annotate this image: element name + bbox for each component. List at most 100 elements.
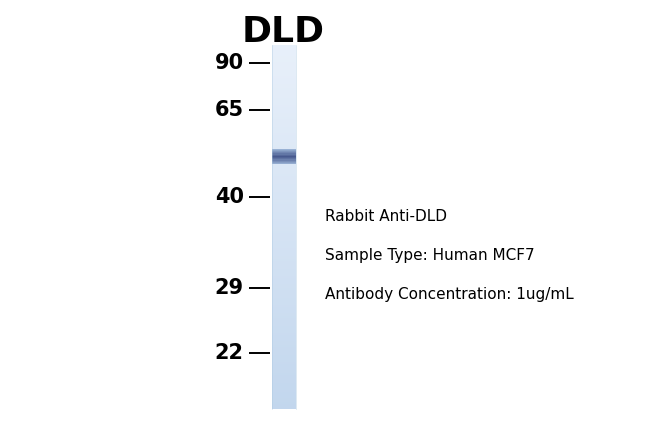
- Bar: [272, 188, 296, 190]
- Bar: [272, 172, 296, 174]
- Bar: [272, 249, 296, 250]
- Bar: [272, 52, 296, 54]
- Bar: [272, 380, 296, 381]
- Bar: [272, 77, 296, 78]
- Bar: [272, 398, 296, 400]
- Bar: [272, 403, 296, 404]
- Bar: [272, 364, 296, 365]
- Bar: [272, 362, 296, 363]
- Bar: [272, 69, 296, 71]
- Bar: [272, 226, 296, 227]
- Bar: [272, 244, 296, 246]
- Bar: [272, 388, 296, 390]
- Bar: [272, 124, 296, 126]
- Bar: [272, 320, 296, 322]
- Bar: [272, 210, 296, 212]
- Bar: [272, 271, 296, 272]
- Bar: [272, 184, 296, 186]
- Bar: [272, 404, 296, 406]
- Bar: [272, 289, 296, 291]
- Bar: [272, 307, 296, 309]
- Bar: [272, 387, 296, 388]
- Bar: [272, 153, 296, 155]
- Bar: [272, 145, 296, 147]
- Bar: [272, 360, 296, 362]
- Bar: [272, 120, 296, 122]
- Bar: [272, 109, 296, 111]
- Bar: [272, 401, 296, 403]
- Bar: [272, 81, 296, 83]
- Bar: [272, 46, 296, 48]
- Bar: [272, 60, 296, 61]
- Bar: [272, 290, 296, 291]
- Bar: [272, 136, 296, 138]
- Bar: [272, 209, 296, 210]
- Bar: [272, 145, 296, 146]
- Bar: [272, 337, 296, 339]
- Bar: [272, 191, 296, 192]
- Bar: [272, 267, 296, 268]
- Bar: [272, 242, 296, 243]
- Bar: [272, 301, 296, 303]
- Bar: [272, 256, 296, 258]
- Bar: [272, 342, 296, 344]
- Bar: [272, 186, 296, 187]
- Bar: [272, 382, 296, 384]
- Bar: [272, 281, 296, 283]
- Bar: [272, 107, 296, 109]
- Bar: [272, 325, 296, 327]
- Bar: [272, 279, 296, 281]
- Bar: [272, 343, 296, 345]
- Bar: [272, 326, 296, 328]
- Bar: [272, 178, 296, 180]
- Bar: [272, 284, 296, 285]
- Bar: [272, 335, 296, 336]
- Bar: [272, 300, 296, 301]
- Bar: [272, 194, 296, 196]
- Bar: [272, 165, 296, 167]
- Bar: [272, 90, 296, 91]
- Text: 22: 22: [214, 343, 244, 363]
- Bar: [272, 381, 296, 382]
- Bar: [272, 306, 296, 307]
- Bar: [272, 112, 296, 113]
- Bar: [272, 329, 296, 330]
- Bar: [272, 346, 296, 347]
- Bar: [272, 248, 296, 249]
- Bar: [272, 106, 296, 107]
- Bar: [272, 310, 296, 312]
- Bar: [272, 115, 296, 117]
- Bar: [272, 168, 296, 169]
- Bar: [272, 187, 296, 188]
- Bar: [272, 331, 296, 333]
- Bar: [272, 181, 296, 182]
- Bar: [272, 200, 296, 202]
- Bar: [272, 303, 296, 305]
- Bar: [272, 333, 296, 335]
- Bar: [272, 227, 296, 229]
- Bar: [272, 314, 296, 316]
- Bar: [272, 254, 296, 255]
- Bar: [272, 260, 296, 261]
- Bar: [272, 400, 296, 402]
- Bar: [272, 353, 296, 355]
- Bar: [272, 91, 296, 93]
- Bar: [272, 324, 296, 326]
- Bar: [272, 308, 296, 310]
- Bar: [272, 236, 296, 237]
- Bar: [272, 100, 296, 101]
- Bar: [272, 392, 296, 394]
- Bar: [272, 86, 296, 88]
- Bar: [272, 294, 296, 295]
- Bar: [272, 277, 296, 278]
- Bar: [272, 157, 296, 158]
- Bar: [272, 204, 296, 206]
- Bar: [272, 330, 296, 332]
- Bar: [272, 160, 296, 162]
- Bar: [272, 296, 296, 297]
- Bar: [272, 274, 296, 276]
- Bar: [272, 169, 296, 170]
- Bar: [272, 195, 296, 197]
- Bar: [272, 73, 296, 74]
- Bar: [272, 147, 296, 149]
